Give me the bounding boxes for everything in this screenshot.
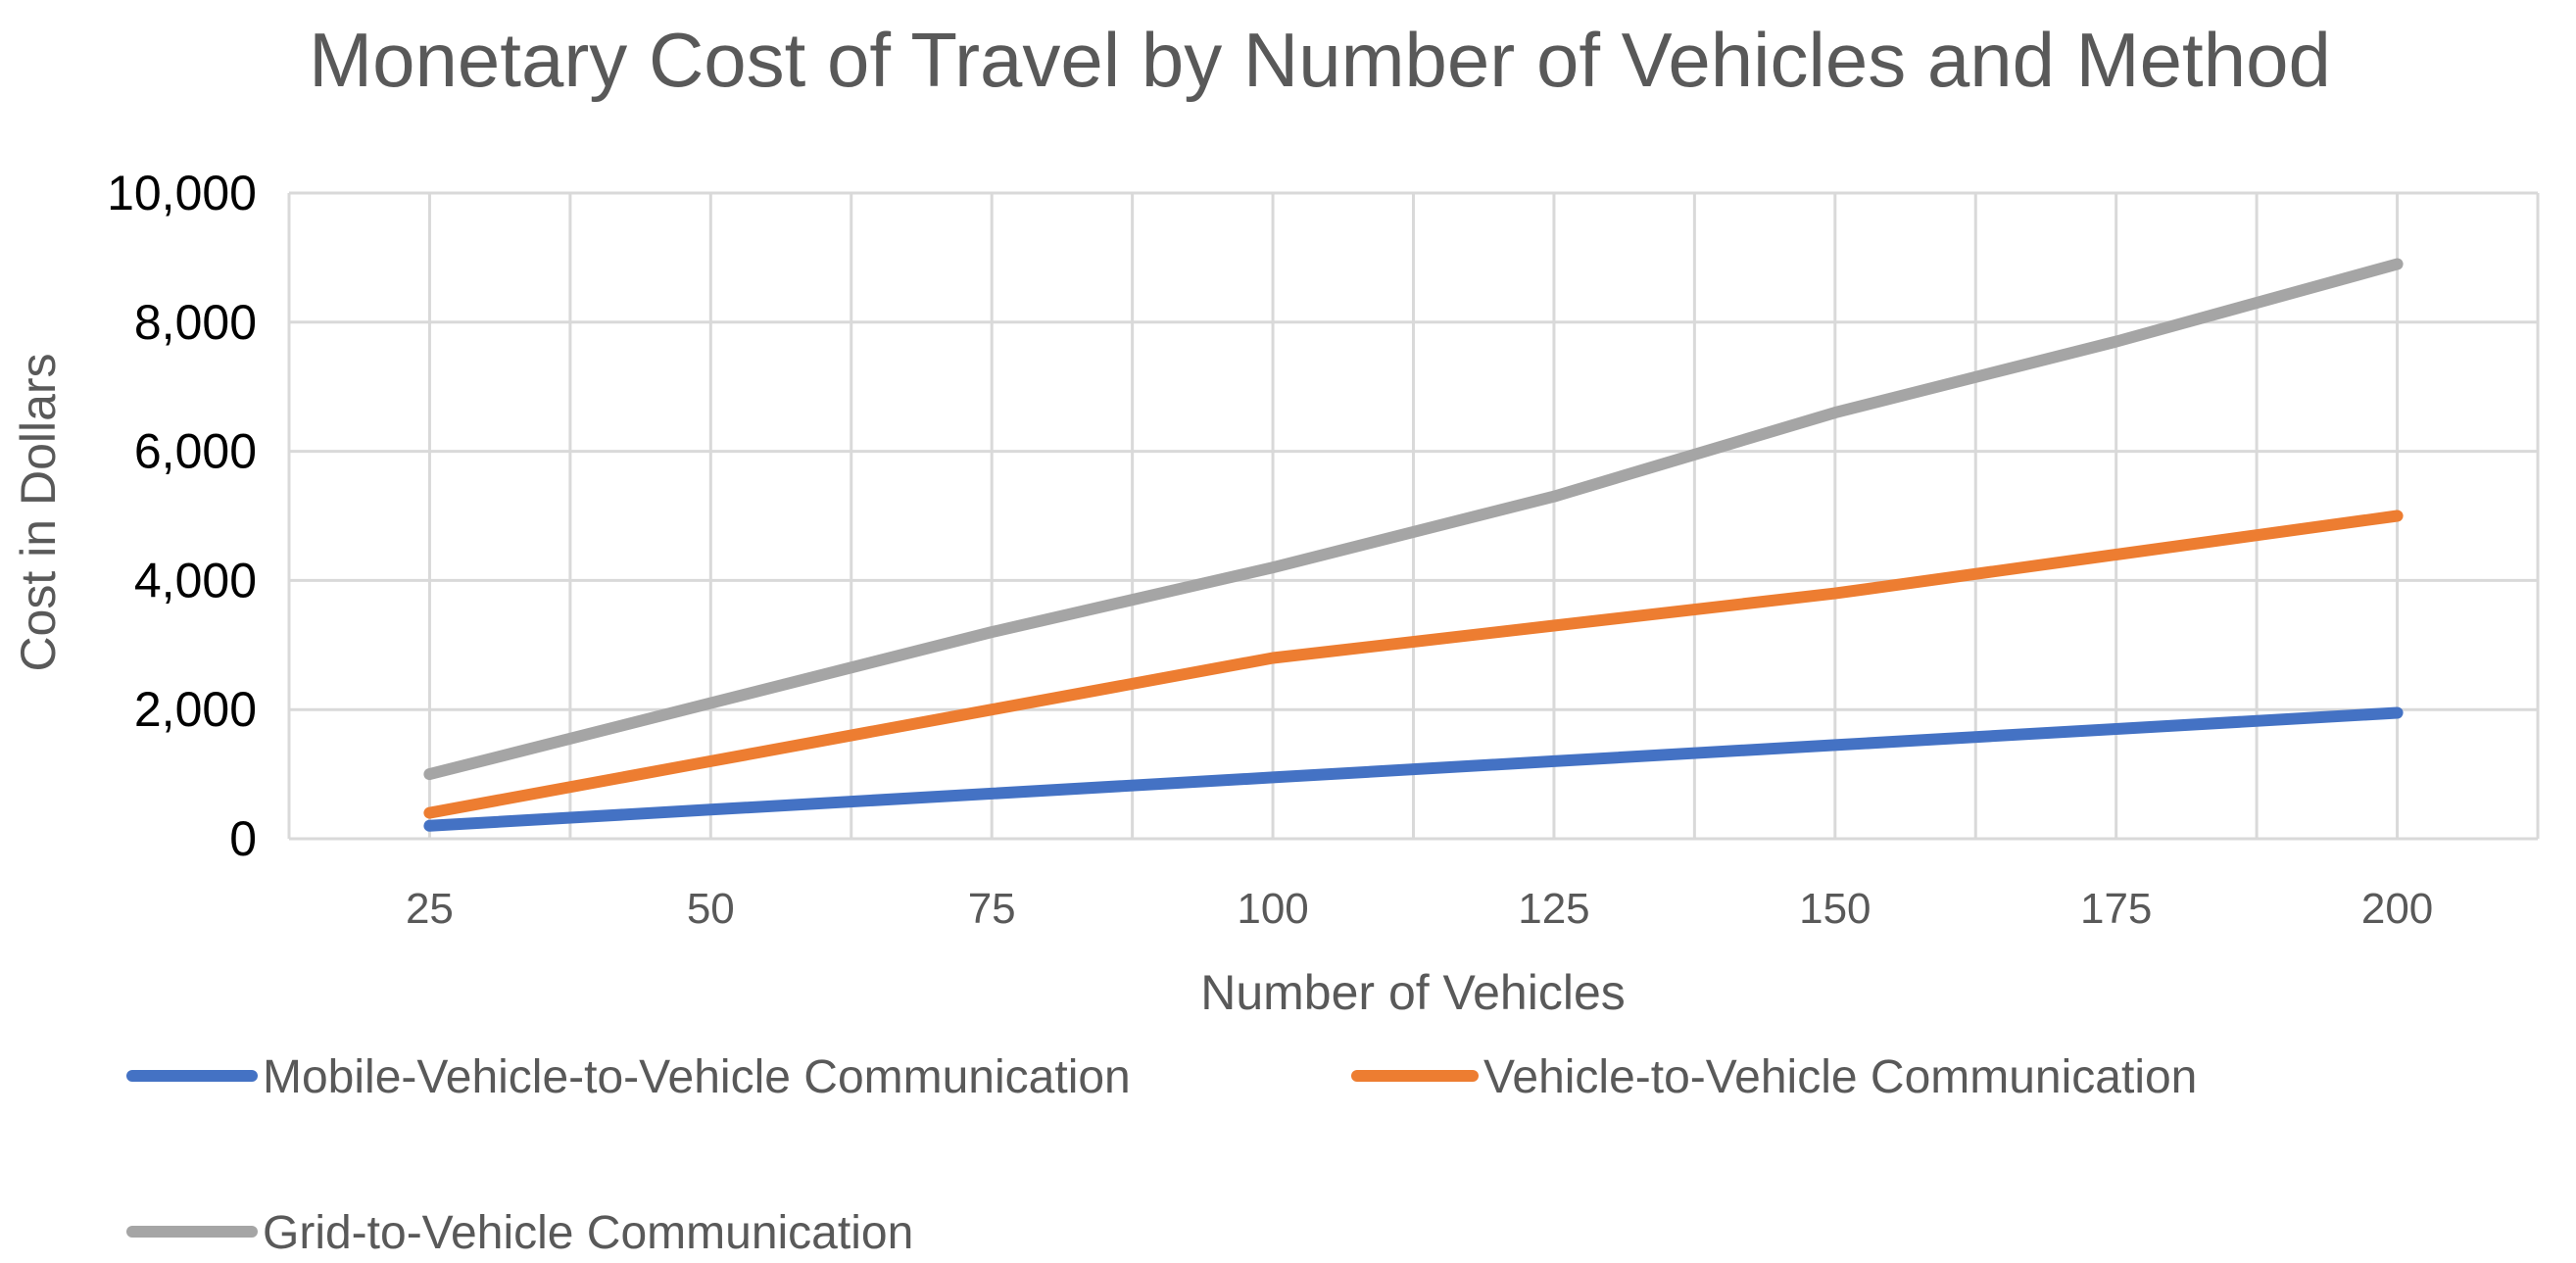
chart-title: Monetary Cost of Travel by Number of Veh…: [309, 17, 2331, 103]
y-tick-label: 6,000: [134, 424, 257, 479]
x-tick-label: 175: [2080, 885, 2152, 933]
x-tick-label: 25: [406, 885, 454, 933]
x-tick-label: 100: [1237, 885, 1308, 933]
legend-item: Grid-to-Vehicle Communication: [126, 1207, 913, 1259]
legend-label: Mobile-Vehicle-to-Vehicle Communication: [263, 1051, 1131, 1103]
legend-label: Grid-to-Vehicle Communication: [263, 1207, 913, 1259]
y-tick-label: 0: [229, 811, 257, 866]
x-tick-label: 150: [1799, 885, 1871, 933]
x-tick-label: 125: [1518, 885, 1589, 933]
legend-item: Mobile-Vehicle-to-Vehicle Communication: [126, 1051, 1131, 1103]
x-axis-title: Number of Vehicles: [1200, 965, 1626, 1020]
x-axis-ticks: 25 50 75 100 125 150 175 200: [406, 885, 2433, 933]
x-tick-label: 200: [2361, 885, 2433, 933]
y-tick-label: 4,000: [134, 553, 257, 607]
x-tick-label: 75: [968, 885, 1016, 933]
y-axis-ticks: 0 2,000 4,000 6,000 8,000 10,000: [107, 166, 257, 866]
series-line-3: [423, 258, 2404, 781]
legend: Mobile-Vehicle-to-Vehicle Communication V…: [126, 1051, 2197, 1259]
y-tick-label: 10,000: [107, 166, 257, 220]
x-tick-label: 50: [687, 885, 735, 933]
legend-label: Vehicle-to-Vehicle Communication: [1483, 1051, 2197, 1103]
y-tick-label: 2,000: [134, 682, 257, 737]
legend-item: Vehicle-to-Vehicle Communication: [1351, 1051, 2197, 1103]
series-line-2: [423, 510, 2404, 819]
y-axis-title: Cost in Dollars: [11, 353, 66, 671]
y-tick-label: 8,000: [134, 295, 257, 350]
series-line-1: [423, 706, 2404, 832]
series-lines: [423, 258, 2404, 832]
